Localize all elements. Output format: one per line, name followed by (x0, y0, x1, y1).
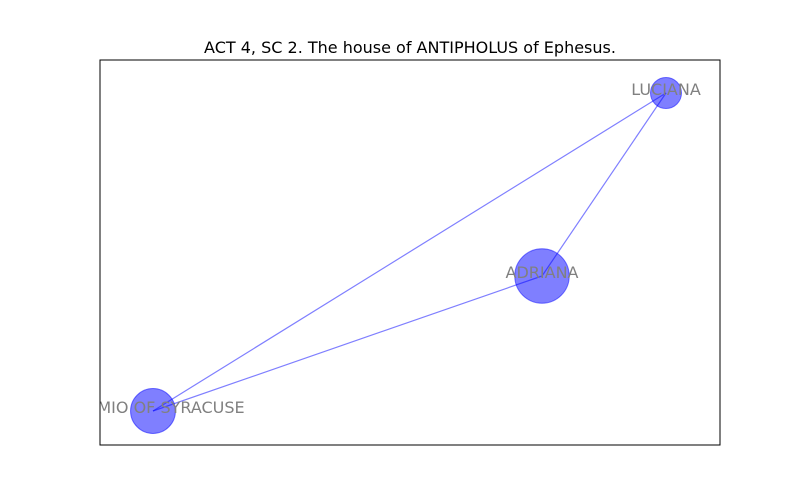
labels-layer: LUCIANA ADRIANA DROMIO OF SYRACUSE (61, 80, 701, 417)
node-label-adriana: ADRIANA (506, 263, 579, 282)
plot-area: LUCIANA ADRIANA DROMIO OF SYRACUSE (61, 77, 701, 434)
plot-frame (99, 59, 721, 446)
diagram-title: ACT 4, SC 2. The house of ANTIPHOLUS of … (204, 38, 616, 57)
node-dromio (130, 388, 176, 434)
node-label-luciana: LUCIANA (631, 80, 701, 99)
edges-layer (152, 92, 667, 412)
edge-adriana-luciana (541, 92, 667, 277)
edge-dromio-adriana (152, 275, 543, 412)
node-label-dromio: DROMIO OF SYRACUSE (61, 398, 244, 417)
nodes-layer (130, 77, 682, 434)
edge-dromio-luciana (152, 92, 667, 412)
node-adriana (514, 248, 570, 304)
node-luciana (650, 77, 682, 109)
